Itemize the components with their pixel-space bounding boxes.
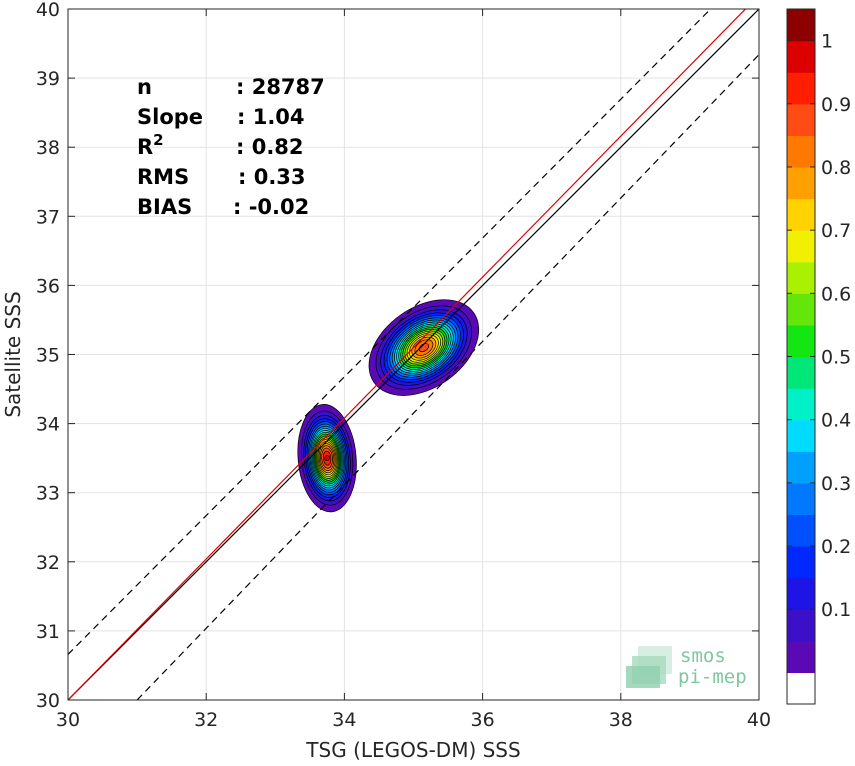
logo-text-smos: smos (680, 645, 726, 667)
colorbar-segment (787, 135, 815, 168)
x-axis-label: TSG (LEGOS-DM) SSS (305, 738, 520, 762)
colorbar-tick-label: 0.7 (821, 220, 851, 242)
y-tick-label: 33 (36, 483, 60, 505)
colorbar-segment (787, 514, 815, 547)
x-tick-label: 30 (56, 709, 80, 731)
colorbar-tick-label: 0.9 (821, 94, 851, 116)
colorbar-segment (787, 261, 815, 294)
y-tick-label: 35 (36, 345, 60, 367)
colorbar-segment (787, 198, 815, 231)
x-tick-label: 32 (194, 709, 218, 731)
stat-value-slope: : 1.04 (237, 105, 305, 129)
stat-label-n: n (137, 75, 152, 99)
colorbar-tick-label: 0.2 (821, 536, 851, 558)
colorbar-segment (787, 166, 815, 200)
lower-bound (136, 54, 759, 700)
colorbar-segment (787, 419, 815, 452)
colorbar-segment (787, 609, 815, 642)
grid-lines (67, 8, 760, 701)
colorbar-tick-label: 1 (821, 31, 833, 53)
smos-pi-mep-logo: smos pi-mep (626, 645, 747, 688)
x-tick-label: 40 (747, 709, 771, 731)
colorbar-segment (787, 72, 815, 105)
y-tick-label: 34 (36, 414, 60, 436)
y-tick-label: 32 (36, 552, 60, 574)
y-tick-label: 37 (36, 206, 60, 228)
colorbar-segment (787, 546, 815, 579)
stat-value-rms: : 0.33 (238, 165, 306, 189)
colorbar: 1 0.9 0.8 0.7 0.6 0.5 0.4 0.3 0.2 0.1 (786, 8, 851, 705)
y-tick-label: 30 (36, 690, 60, 712)
stat-value-r: : 0.82 (236, 135, 304, 159)
colorbar-segment (787, 324, 815, 358)
reference-lines (68, 9, 759, 700)
colorbar-segment (787, 9, 815, 42)
colorbar-tick-label: 0.3 (821, 473, 851, 495)
y-tick-labels: 30 31 32 33 34 35 36 37 38 39 40 (36, 0, 60, 712)
colorbar-tick-label: 0.8 (821, 157, 851, 179)
y-tick-label: 38 (36, 137, 60, 159)
logo-graphic-icon (626, 646, 672, 688)
stat-value-bias: : -0.02 (233, 195, 309, 219)
colorbar-tick-label: 0.1 (821, 599, 851, 621)
colorbar-tick-label: 0.6 (821, 283, 851, 305)
colorbar-segment (787, 388, 815, 421)
upper-bound (68, 9, 712, 655)
stat-label-base: R (137, 135, 153, 159)
x-tick-label: 36 (471, 709, 495, 731)
x-tick-label: 34 (332, 709, 356, 731)
y-tick-label: 39 (36, 68, 60, 90)
colorbar-segment (787, 577, 815, 610)
y-tick-label: 36 (36, 275, 60, 297)
y-tick-label: 31 (36, 621, 60, 643)
y-tick-label: 40 (36, 0, 60, 21)
colorbar-tick-label: 0.5 (821, 347, 851, 369)
stat-label-slope: Slope (137, 105, 203, 129)
colorbar-segment (787, 356, 815, 389)
plot-frame (67, 8, 760, 701)
stat-label-bias: BIAS (137, 195, 192, 219)
colorbar-tick-label: 0.4 (821, 410, 851, 432)
colorbar-segment (787, 482, 815, 516)
colorbar-segment (787, 293, 815, 326)
regression-line (68, 9, 747, 700)
stat-label-r: R2 (137, 131, 164, 159)
y-axis-label: Satellite SSS (1, 291, 25, 417)
stat-label-rms: RMS (137, 165, 189, 189)
stat-value-n: : 28787 (236, 75, 325, 99)
x-tick-label: 38 (609, 709, 633, 731)
stat-label-superscript: 2 (153, 131, 163, 149)
contour-level (418, 343, 429, 353)
colorbar-segment (787, 672, 815, 705)
colorbar-segment (787, 103, 815, 136)
x-tick-labels: 30 32 34 36 38 40 (56, 709, 771, 731)
colorbar-segment (787, 230, 815, 263)
density-cluster (297, 404, 357, 513)
colorbar-segment (787, 451, 815, 484)
stats-box: n : 28787 Slope : 1.04 R2 : 0.82 RMS : 0.33 BIAS… (137, 75, 325, 219)
logo-text-pi-mep: pi-mep (678, 666, 747, 688)
contour-level (324, 455, 330, 461)
colorbar-segment (787, 40, 815, 73)
1-1-line (68, 9, 759, 700)
colorbar-segment (787, 640, 815, 674)
